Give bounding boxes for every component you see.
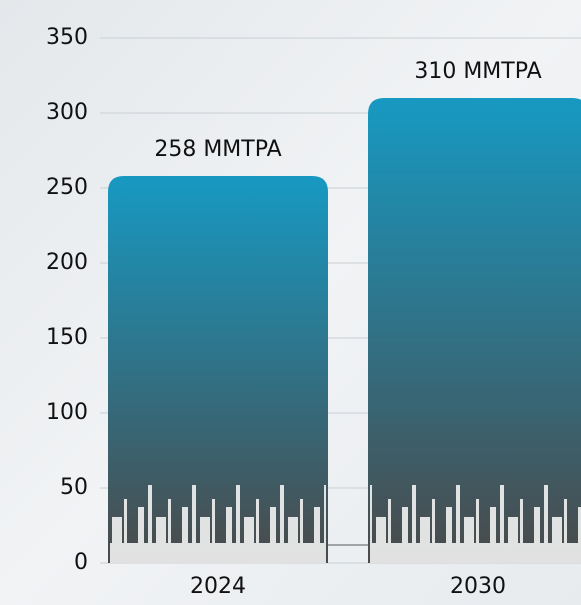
page: {"chart_data": {"type": "bar", "categori… [0,0,581,605]
skyline-decoration [110,455,326,563]
chart: 0 50 100 150 200 250 300 350 258 MMTPA 2024 310 MM… [0,0,581,605]
value-label: 310 MMTPA [414,59,541,84]
y-tick-label: 350 [46,25,88,50]
skyline-decoration [370,455,581,563]
y-tick-label: 0 [74,550,88,575]
y-tick-label: 150 [46,325,88,350]
x-tick-label: 2024 [190,574,246,599]
x-tick-label: 2030 [450,574,506,599]
y-tick-label: 50 [60,475,88,500]
y-tick-label: 100 [46,400,88,425]
y-tick-label: 250 [46,175,88,200]
value-label: 258 MMTPA [154,137,281,162]
y-tick-label: 200 [46,250,88,275]
y-tick-label: 300 [46,100,88,125]
